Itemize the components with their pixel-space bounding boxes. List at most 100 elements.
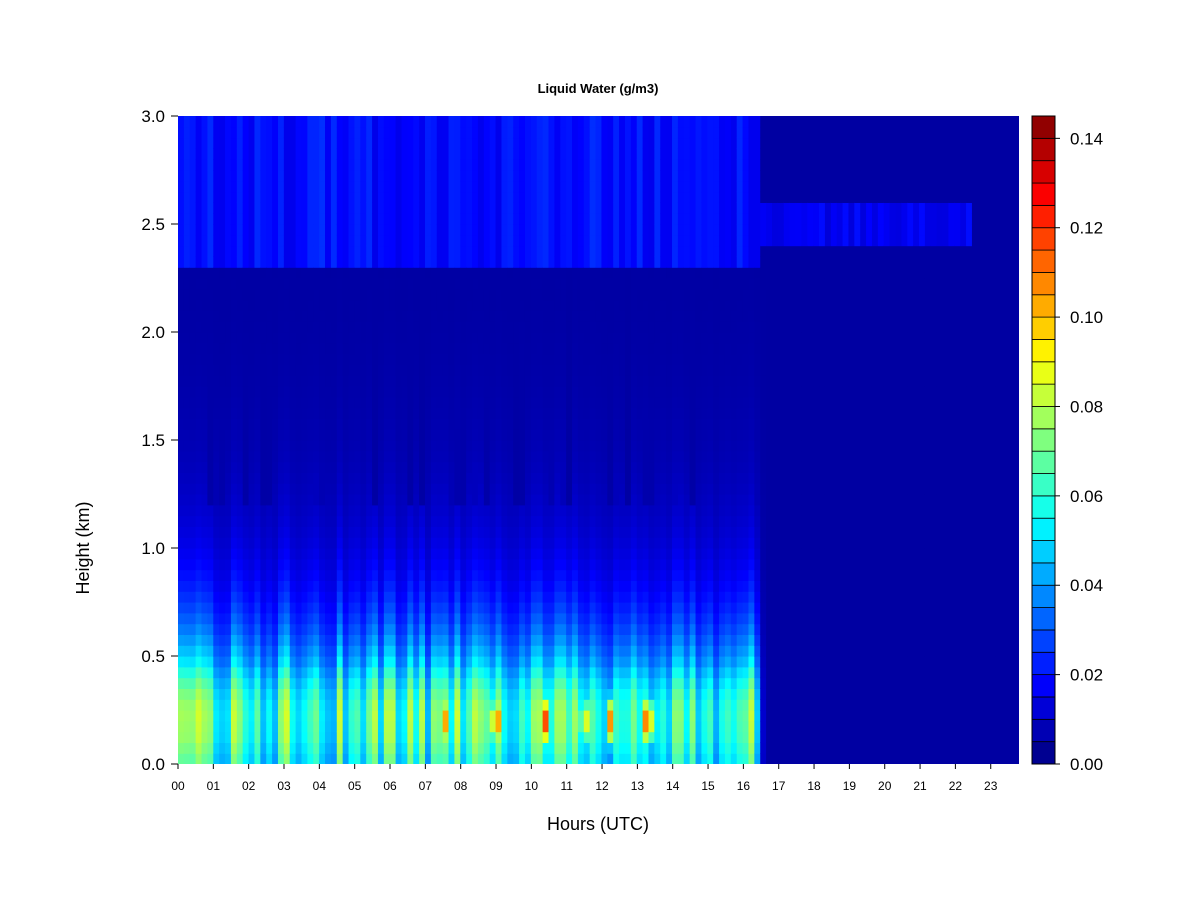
heatmap-cell [336,537,344,549]
heatmap-cell [630,299,638,311]
heatmap-cell [360,137,367,149]
heatmap-cell [401,170,408,182]
heatmap-cell [336,515,344,527]
heatmap-cell [248,396,256,409]
heatmap-cell [189,396,197,409]
heatmap-cell [489,386,497,398]
heatmap-cell [613,245,620,257]
heatmap-cell [566,191,573,203]
heatmap-cell [301,213,308,225]
heatmap-cell [401,267,408,279]
heatmap-cell [342,580,350,592]
heatmap-cell [501,699,508,711]
heatmap-cell [448,234,456,247]
heatmap-cell [607,569,614,581]
heatmap-cell [436,126,444,139]
heatmap-cell [583,656,591,668]
heatmap-cell [413,213,420,225]
heatmap-cell [601,148,608,160]
heatmap-cell [524,731,532,743]
heatmap-cell [360,159,367,171]
heatmap-cell [654,256,661,268]
heatmap-cell [460,234,467,247]
heatmap-cell [219,342,226,355]
heatmap-cell [507,591,514,603]
heatmap-cell [430,159,438,171]
heatmap-cell [595,170,603,182]
heatmap-cell [178,278,185,290]
heatmap-cell [630,710,638,722]
heatmap-cell [613,558,620,571]
heatmap-cell [477,710,485,722]
heatmap-cell [448,148,456,160]
heatmap-cell [566,224,573,236]
heatmap-cell [189,731,197,743]
heatmap-cell [248,364,256,376]
heatmap-cell [401,515,408,527]
heatmap-cell [377,677,385,689]
heatmap-cell [207,396,214,409]
heatmap-cell [360,126,367,139]
heatmap-cell [448,537,456,549]
heatmap-cell [225,396,232,409]
heatmap-cell [472,364,479,376]
heatmap-cell [454,364,461,376]
heatmap-cell [330,634,338,646]
heatmap-cell [519,310,526,322]
heatmap-cell [495,440,503,452]
heatmap-cell [513,278,520,290]
heatmap-cell [572,213,579,225]
heatmap-cell [330,472,338,484]
heatmap-cell [266,569,273,581]
heatmap-cell [519,148,526,160]
heatmap-cell [201,342,208,355]
heatmap-cell [660,213,667,225]
heatmap-cell [348,461,356,473]
heatmap-cell [313,710,320,722]
heatmap-cell [595,483,603,495]
heatmap-cell [360,321,367,333]
heatmap-cell [425,148,432,160]
heatmap-cell [348,386,356,398]
heatmap-cell [189,332,197,344]
heatmap-cell [383,321,391,333]
heatmap-cell [354,429,361,441]
heatmap-cell [195,440,203,452]
heatmap-cell [407,569,414,581]
heatmap-cell [566,353,573,365]
heatmap-cell [577,580,585,592]
heatmap-cell [430,213,438,225]
heatmap-cell [542,256,550,268]
heatmap-cell [601,407,608,419]
heatmap-cell [413,742,420,754]
heatmap-cell [266,580,273,592]
heatmap-cell [377,440,385,452]
heatmap-cell [277,440,285,452]
heatmap-cell [330,191,338,203]
heatmap-cell [372,332,379,344]
heatmap-cell [236,537,244,549]
heatmap-cell [466,515,473,527]
heatmap-cell [407,180,414,193]
heatmap-cell [442,461,450,473]
heatmap-cell [448,731,456,743]
heatmap-cell [436,548,444,560]
heatmap-cell [572,256,579,268]
heatmap-cell [354,677,361,689]
heatmap-cell [183,515,191,527]
heatmap-cell [342,645,350,657]
heatmap-cell [195,267,203,279]
heatmap-cell [489,159,497,171]
heatmap-cell [460,688,467,700]
heatmap-cell [430,364,438,376]
heatmap-cell [325,202,332,214]
heatmap-cell [448,612,456,625]
heatmap-cell [477,407,485,419]
heatmap-cell [319,515,326,527]
heatmap-cell [266,191,273,203]
heatmap-cell [425,364,432,376]
heatmap-cell [277,245,285,257]
heatmap-cell [401,461,408,473]
heatmap-cell [401,623,408,635]
heatmap-cell [560,699,567,711]
